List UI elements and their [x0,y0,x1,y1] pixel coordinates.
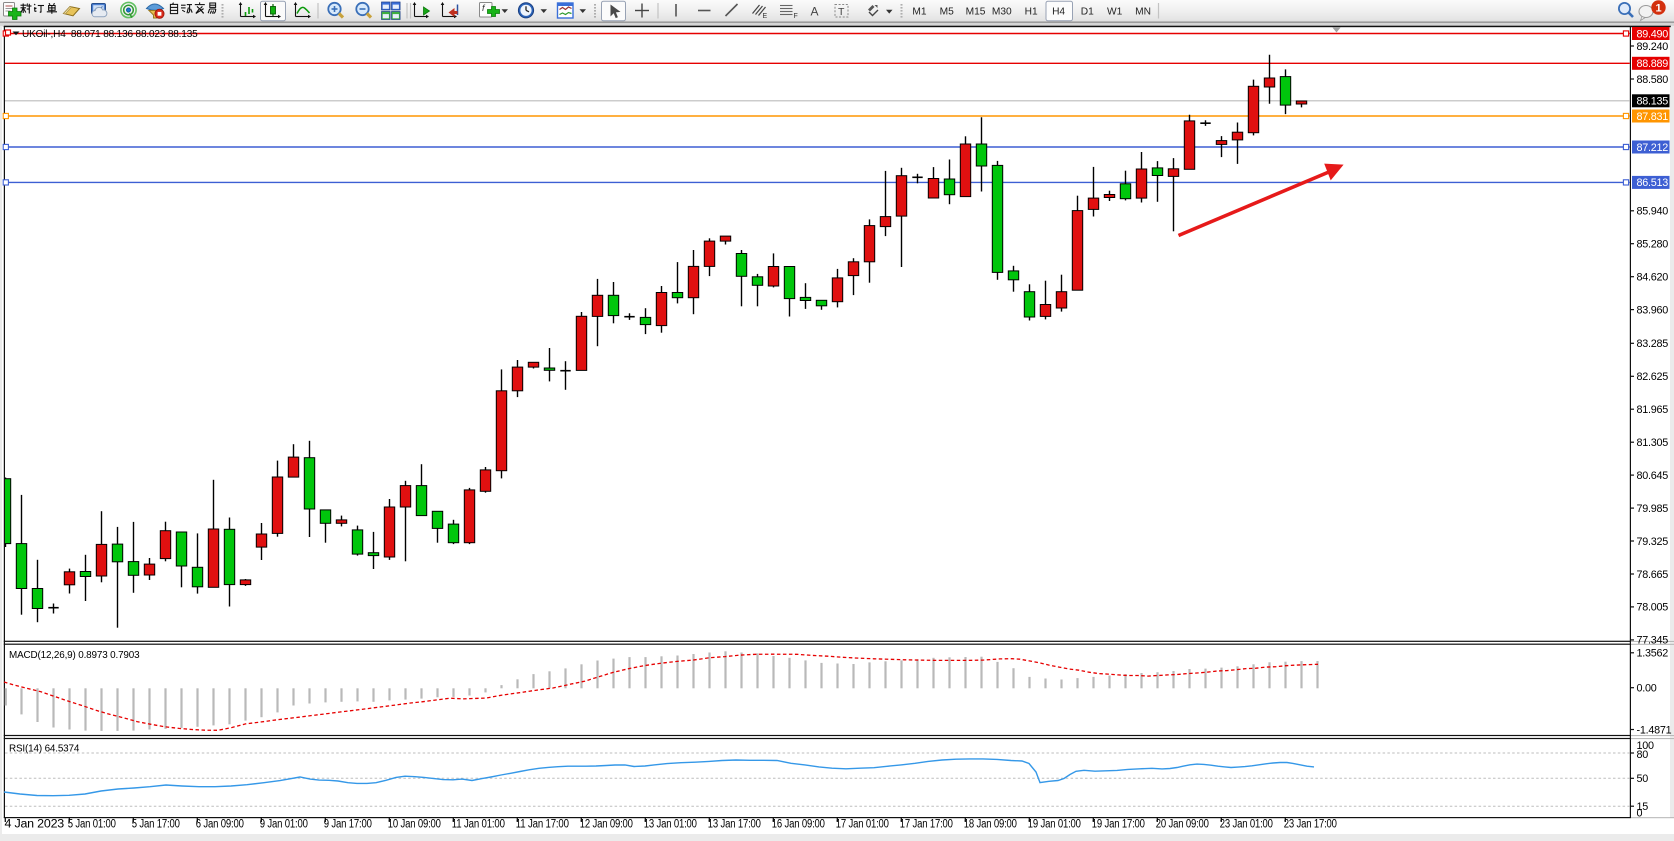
svg-text:f: f [482,3,486,13]
svg-text:85.940: 85.940 [1637,206,1669,218]
svg-text:A: A [811,5,819,19]
svg-text:M30: M30 [992,7,1012,18]
svg-text:4 Jan 2023: 4 Jan 2023 [5,819,65,831]
svg-text:17 Jan 01:00: 17 Jan 01:00 [836,819,889,831]
svg-text:88.580: 88.580 [1637,74,1669,86]
svg-text:86.513: 86.513 [1637,177,1669,189]
svg-text:23 Jan 17:00: 23 Jan 17:00 [1284,819,1337,831]
svg-text:0: 0 [1637,807,1643,819]
svg-text:M5: M5 [940,7,954,18]
svg-text:19 Jan 17:00: 19 Jan 17:00 [1092,819,1145,831]
svg-text:1.3562: 1.3562 [1637,648,1669,660]
svg-text:9 Jan 17:00: 9 Jan 17:00 [324,819,372,831]
svg-text:19 Jan 01:00: 19 Jan 01:00 [1028,819,1081,831]
svg-text:15: 15 [1637,801,1649,813]
svg-text:18 Jan 09:00: 18 Jan 09:00 [964,819,1017,831]
svg-text:88.135: 88.135 [1637,96,1669,108]
svg-text:UKOil-,H4 88.071 88.136 88.02: UKOil-,H4 88.071 88.136 88.023 88.135 [22,29,198,40]
svg-text:85.280: 85.280 [1637,239,1669,251]
svg-text:MACD(12,26,9) 0.8973 0.7903: MACD(12,26,9) 0.8973 0.7903 [9,650,140,661]
svg-text:6 Jan 09:00: 6 Jan 09:00 [196,819,244,831]
svg-text:81.965: 81.965 [1637,404,1669,416]
svg-text:23 Jan 01:00: 23 Jan 01:00 [1220,819,1273,831]
svg-text:12 Jan 09:00: 12 Jan 09:00 [580,819,633,831]
svg-text:78.665: 78.665 [1637,569,1669,581]
svg-text:17 Jan 17:00: 17 Jan 17:00 [900,819,953,831]
svg-text:5 Jan 17:00: 5 Jan 17:00 [132,819,180,831]
svg-text:84.620: 84.620 [1637,272,1669,284]
svg-text:13 Jan 17:00: 13 Jan 17:00 [708,819,761,831]
svg-text:H4: H4 [1052,7,1065,18]
svg-text:11 Jan 17:00: 11 Jan 17:00 [516,819,569,831]
svg-text:T: T [838,6,845,18]
svg-text:W1: W1 [1107,7,1123,18]
svg-text:MN: MN [1135,7,1151,18]
svg-text:H1: H1 [1025,7,1038,18]
svg-text:80: 80 [1637,749,1649,761]
svg-text:81.305: 81.305 [1637,437,1669,449]
svg-text:M1: M1 [912,7,926,18]
svg-text:82.625: 82.625 [1637,371,1669,383]
svg-text:F: F [794,13,798,20]
svg-text:-1.4871: -1.4871 [1637,724,1672,736]
svg-text:E: E [763,13,768,20]
svg-text:77.345: 77.345 [1637,635,1669,647]
svg-text:10 Jan 09:00: 10 Jan 09:00 [388,819,441,831]
svg-text:80.645: 80.645 [1637,470,1669,482]
svg-text:0.00: 0.00 [1637,683,1657,695]
svg-text:83.285: 83.285 [1637,338,1669,350]
svg-text:16 Jan 09:00: 16 Jan 09:00 [772,819,825,831]
svg-text:79.985: 79.985 [1637,503,1669,515]
svg-text:9 Jan 01:00: 9 Jan 01:00 [260,819,308,831]
svg-text:13 Jan 01:00: 13 Jan 01:00 [644,819,697,831]
svg-text:M15: M15 [966,7,986,18]
svg-text:RSI(14) 64.5374: RSI(14) 64.5374 [9,743,80,754]
svg-text:78.005: 78.005 [1637,602,1669,614]
svg-text:100: 100 [1637,740,1655,752]
svg-text:89.240: 89.240 [1637,41,1669,53]
svg-text:20 Jan 09:00: 20 Jan 09:00 [1156,819,1209,831]
svg-text:87.831: 87.831 [1637,111,1669,123]
svg-text:5 Jan 01:00: 5 Jan 01:00 [68,819,116,831]
svg-text:11 Jan 01:00: 11 Jan 01:00 [452,819,505,831]
svg-text:50: 50 [1637,773,1649,785]
svg-text:79.325: 79.325 [1637,536,1669,548]
svg-text:D1: D1 [1081,7,1094,18]
svg-text:83.960: 83.960 [1637,304,1669,316]
svg-text:1: 1 [1655,3,1661,15]
svg-text:87.212: 87.212 [1637,142,1669,154]
svg-text:88.889: 88.889 [1637,58,1669,70]
svg-text:89.490: 89.490 [1637,28,1669,40]
